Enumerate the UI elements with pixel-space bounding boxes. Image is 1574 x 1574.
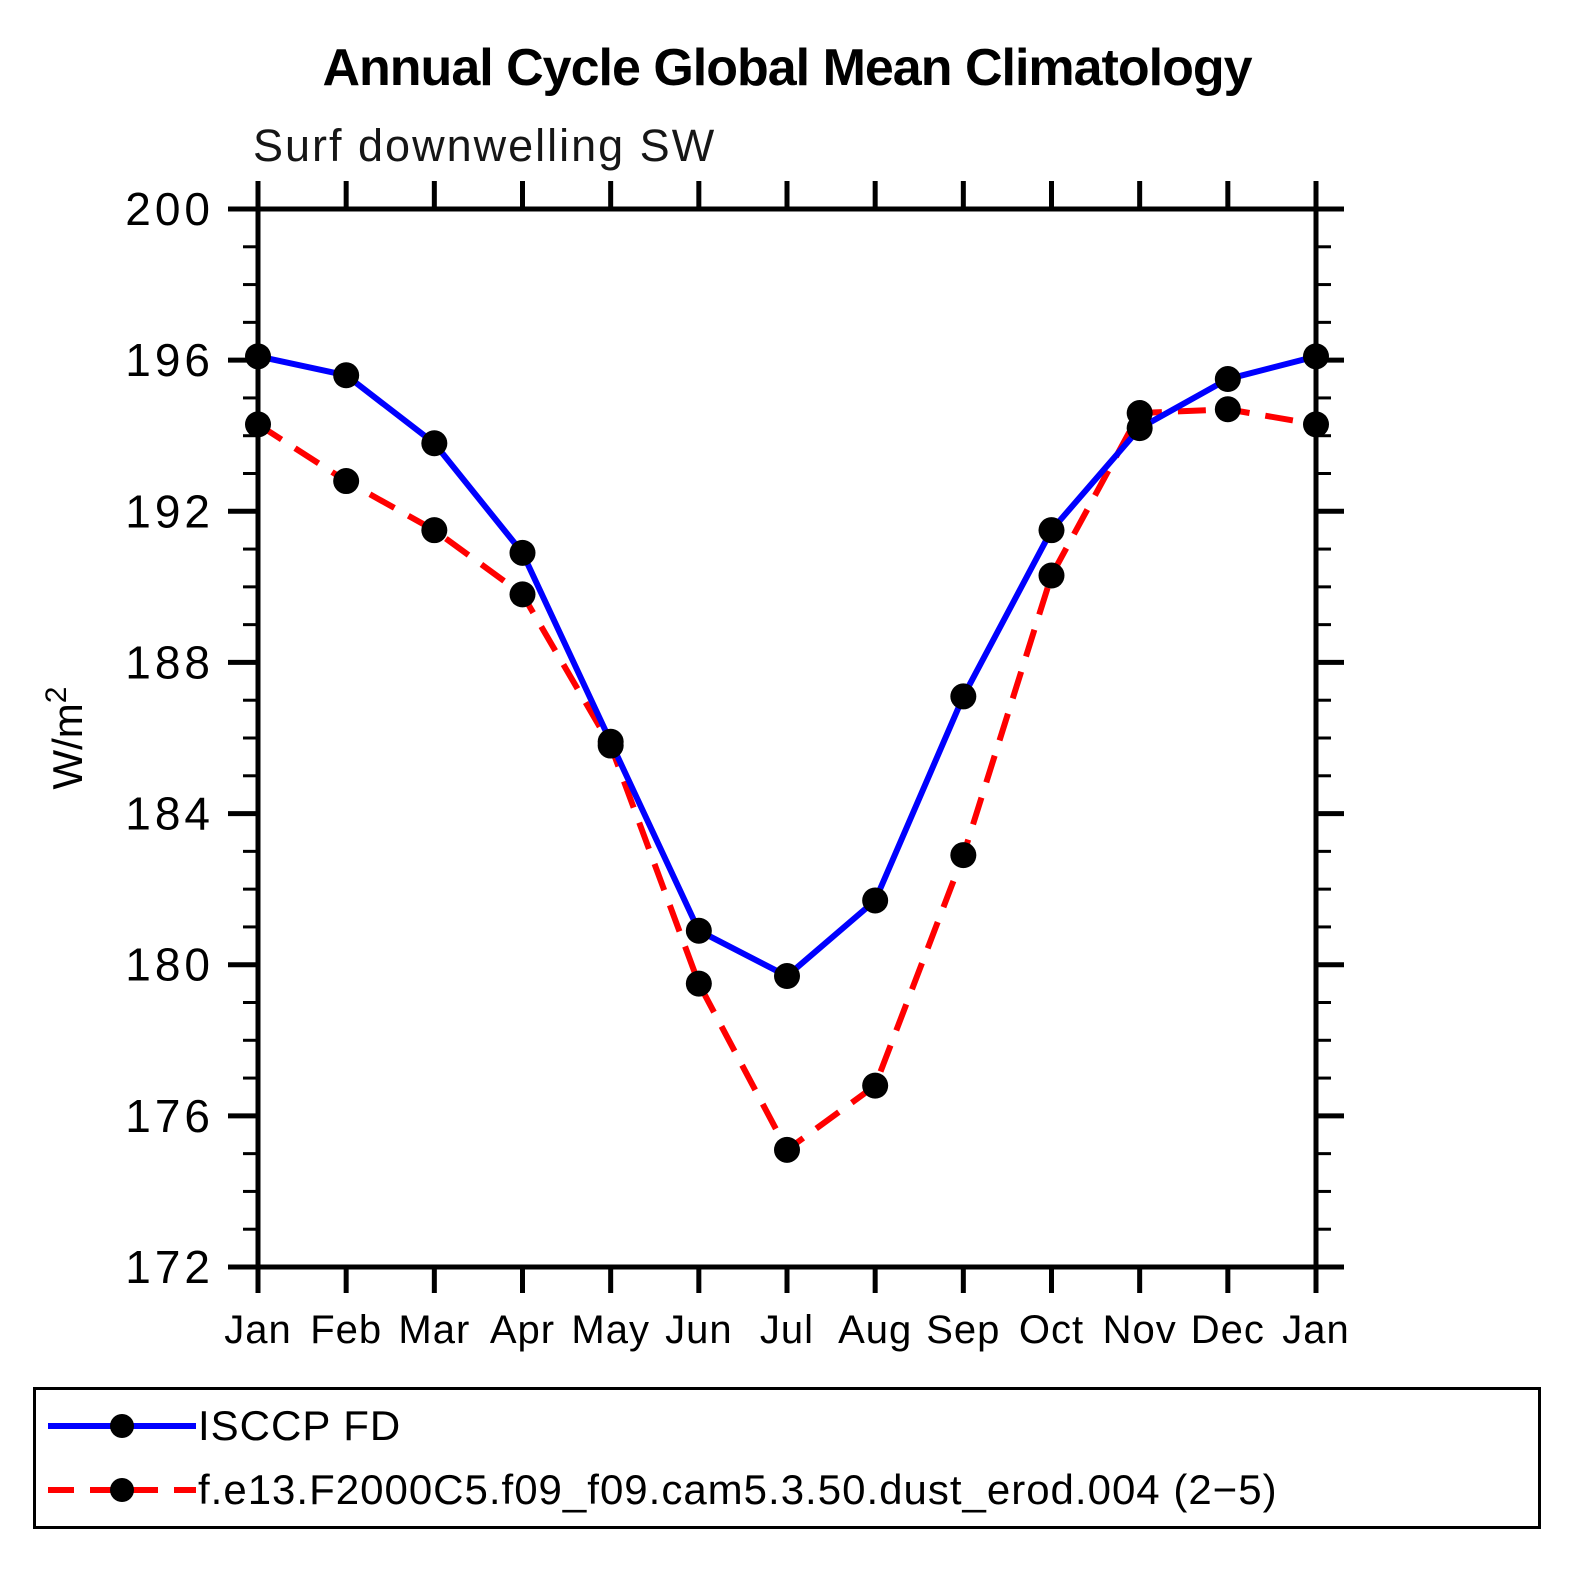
data-point <box>1038 562 1065 589</box>
data-point <box>333 362 360 389</box>
plot-frame <box>255 206 1319 1270</box>
data-point <box>950 842 977 869</box>
x-axis-label: Dec <box>1191 1308 1265 1352</box>
legend-label: f.e13.F2000C5.f09_f09.cam5.3.50.dust_ero… <box>198 1466 1278 1513</box>
x-axis-label: Jan <box>1282 1308 1350 1352</box>
data-point <box>245 411 271 438</box>
chart-subtitle: Surf downwelling SW <box>253 120 717 171</box>
y-axis-label: 176 <box>125 1090 214 1142</box>
data-point <box>862 1072 889 1099</box>
y-axis-label: 200 <box>125 183 214 235</box>
data-point <box>421 517 448 544</box>
x-axis-label: Feb <box>310 1308 382 1352</box>
x-axis-label: May <box>571 1308 650 1352</box>
series-line-solid <box>257 353 1317 980</box>
x-axis-label: Oct <box>1019 1308 1084 1352</box>
legend-label: ISCCP FD <box>198 1402 402 1449</box>
data-point <box>1303 343 1329 370</box>
data-point <box>245 343 271 370</box>
data-point <box>1214 366 1241 393</box>
x-axis-label: Apr <box>490 1308 555 1352</box>
x-axis-label: Sep <box>926 1308 1000 1352</box>
y-axis-title: W/m2 <box>40 687 91 790</box>
x-axis-label: Mar <box>398 1308 470 1352</box>
y-axis-label: 192 <box>125 485 214 537</box>
y-axis-label: 188 <box>125 636 214 688</box>
x-axis-label: Jan <box>224 1308 292 1352</box>
x-axis-label: Jul <box>760 1308 814 1352</box>
data-point <box>509 581 536 608</box>
data-point <box>597 732 624 759</box>
chart-title: Annual Cycle Global Mean Climatology <box>322 39 1252 97</box>
data-point <box>1214 396 1241 423</box>
legend-line-sample <box>48 1478 196 1502</box>
legend-marker-dot <box>110 1414 134 1438</box>
x-axis-label: Jun <box>665 1308 733 1352</box>
data-point <box>774 963 800 990</box>
y-axis-label: 172 <box>125 1241 214 1293</box>
y-axis-label: 196 <box>125 334 214 386</box>
data-point <box>685 917 712 944</box>
data-point <box>1303 411 1329 438</box>
chart-legend: ISCCP FD f.e13.F2000C5.f09_f09.cam5.3.50.… <box>33 1387 1541 1529</box>
y-axis-label: 180 <box>125 939 214 991</box>
x-axis-label: Nov <box>1103 1308 1177 1352</box>
series-line-dashed <box>256 406 1317 1153</box>
x-axis-label: Aug <box>838 1308 912 1352</box>
data-point <box>862 887 889 914</box>
data-point <box>950 683 977 710</box>
data-point <box>509 539 536 566</box>
data-point <box>421 430 448 457</box>
data-point <box>685 970 712 997</box>
data-point <box>1038 517 1065 544</box>
data-point <box>774 1136 800 1163</box>
legend-line-sample <box>48 1414 196 1438</box>
data-point <box>333 468 360 495</box>
legend-marker-dot <box>110 1478 134 1502</box>
legend-item: f.e13.F2000C5.f09_f09.cam5.3.50.dust_ero… <box>46 1464 1538 1516</box>
data-point <box>1126 400 1153 427</box>
legend-item: ISCCP FD <box>46 1400 1538 1452</box>
y-axis-label: 184 <box>125 788 214 840</box>
